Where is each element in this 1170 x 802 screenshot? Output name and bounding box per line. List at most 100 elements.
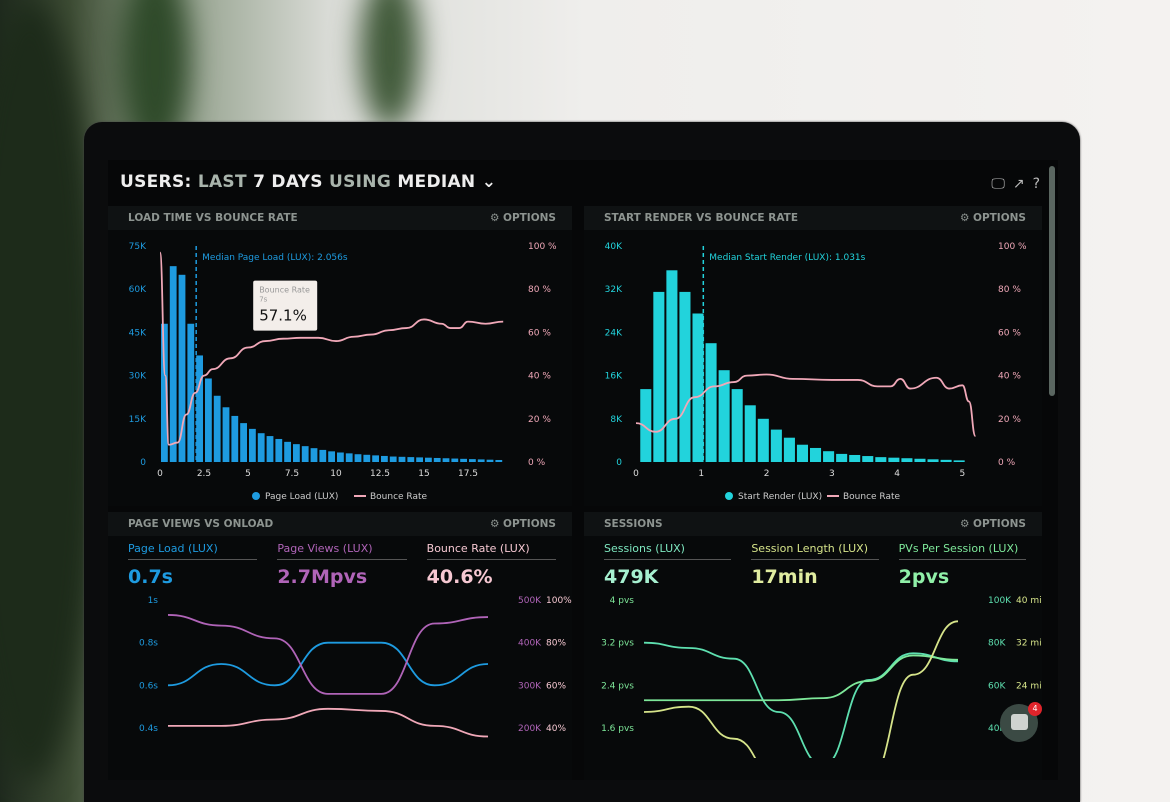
x-tick-label: 17.5 (458, 469, 478, 479)
histogram-bar (187, 323, 195, 462)
histogram-bar (495, 459, 503, 462)
axis-tick-label: 60K (988, 681, 1006, 691)
axis-tick-label: 4 pvs (610, 596, 635, 606)
page-title[interactable]: USERS: LAST 7 DAYS USING MEDIAN ⌄ (120, 172, 497, 192)
dashboard-screen: USERS: LAST 7 DAYS USING MEDIAN ⌄ 🖵 ↗ ? … (108, 160, 1058, 780)
histogram-bar (266, 436, 274, 462)
x-tick-label: 3 (829, 469, 835, 479)
histogram-bar (486, 459, 494, 462)
histogram-bar (398, 456, 406, 462)
histogram-bar (875, 457, 887, 462)
histogram-bar (692, 313, 704, 462)
histogram-bar (372, 455, 379, 462)
axis-tick-label: 0.4s (139, 724, 158, 734)
x-tick-label: 12.5 (370, 469, 390, 479)
histogram-bar (407, 457, 415, 462)
histogram-bar (823, 451, 835, 462)
histogram-bar (927, 459, 939, 462)
axis-tick-label: 60% (546, 681, 566, 691)
histogram-bar (389, 456, 397, 462)
histogram-bar (205, 378, 212, 462)
histogram-bar (796, 444, 808, 462)
options-button[interactable]: ⚙ OPTIONS (489, 212, 556, 224)
histogram-bar (275, 438, 283, 462)
y-tick-label: 8K (610, 415, 623, 425)
histogram-bar (363, 454, 371, 462)
histogram-bar (705, 343, 717, 462)
y-tick-label: 75K (129, 242, 147, 252)
histogram-bar (914, 458, 926, 462)
monitor-icon[interactable]: 🖵 (991, 176, 1005, 192)
y-tick-label: 0 (140, 458, 146, 468)
histogram-bar (888, 457, 900, 462)
help-icon[interactable]: ? (1032, 176, 1040, 192)
scrollbar[interactable] (1049, 166, 1055, 396)
histogram-bar (284, 441, 291, 462)
histogram-bar (442, 458, 450, 462)
chat-icon (1011, 714, 1028, 730)
axis-tick-label: 0.8s (139, 639, 158, 649)
series-line (167, 641, 489, 687)
series-line (644, 654, 959, 702)
histogram-bar (718, 370, 730, 462)
histogram-bar (310, 448, 318, 462)
y2-tick-label: 100 % (998, 242, 1027, 252)
panel-title: LOAD TIME VS BOUNCE RATE (128, 212, 298, 224)
histogram-bar (337, 452, 344, 462)
y2-tick-label: 40 % (998, 372, 1021, 382)
y2-tick-label: 100 % (528, 242, 557, 252)
x-tick-label: 7.5 (285, 469, 299, 479)
histogram-bar (477, 459, 485, 462)
x-tick-label: 0 (633, 469, 639, 479)
series-line (167, 614, 489, 695)
histogram-bar (953, 460, 965, 462)
kpi-session-length: Session Length (LUX) 17min (751, 542, 879, 588)
series-line (168, 707, 489, 738)
share-icon[interactable]: ↗ (1012, 176, 1025, 192)
histogram-bar (222, 407, 230, 462)
y2-tick-label: 40 % (528, 372, 551, 382)
axis-tick-label: 3.2 pvs (601, 639, 634, 649)
axis-tick-label: 40 min (1016, 596, 1042, 606)
histogram-bar (345, 453, 353, 462)
panel-load-time: LOAD TIME VS BOUNCE RATE ⚙ OPTIONS 0 15K 30… (108, 206, 572, 506)
x-tick-label: 0 (157, 469, 163, 479)
y-tick-label: 40K (605, 242, 623, 252)
histogram-bar (425, 457, 432, 462)
y2-tick-label: 80 % (998, 285, 1021, 295)
median-annotation: Median Page Load (LUX): 2.056s (202, 253, 348, 263)
legend-label: Start Render (LUX) (738, 492, 822, 502)
histogram-bar (744, 405, 756, 462)
histogram-bar (849, 454, 861, 462)
axis-tick-label: 100% (546, 596, 572, 606)
legend-label: Bounce Rate (843, 492, 901, 502)
histogram-bar (757, 418, 769, 462)
legend-label: Bounce Rate (370, 492, 428, 502)
histogram-bar (196, 355, 203, 462)
start-render-chart: 0 8K 16K 24K 32K 40K 0 % 20 % 40 % 60 % 80 % 100 % 0… (605, 242, 1027, 502)
load-time-chart: 0 15K 30K 45K 60K 75K 0 % 20 % 40 % 60 % 80 % 100 %… (129, 242, 557, 502)
histogram-bar (679, 291, 691, 462)
histogram-bar (783, 437, 795, 462)
histogram-bar (240, 423, 247, 462)
histogram-bar (257, 433, 265, 462)
options-button[interactable]: ⚙ OPTIONS (959, 518, 1026, 530)
options-button[interactable]: ⚙ OPTIONS (959, 212, 1026, 224)
axis-tick-label: 24 min (1016, 681, 1042, 691)
axis-tick-label: 400K (518, 639, 542, 649)
options-button[interactable]: ⚙ OPTIONS (489, 518, 556, 530)
page-views-chart: 0.4s 0.6s 0.8s 1s 200K 300K 400K 500K 40% 60% 80% 1… (139, 596, 572, 738)
histogram-bar (460, 458, 467, 462)
chevron-down-icon[interactable]: ⌄ (481, 172, 497, 192)
legend-marker (725, 492, 733, 500)
y-tick-label: 15K (129, 415, 147, 425)
axis-tick-label: 100K (988, 596, 1012, 606)
y2-tick-label: 60 % (528, 328, 551, 338)
axis-tick-label: 0.6s (139, 681, 158, 691)
x-tick-label: 5 (245, 469, 251, 479)
panel-page-views: PAGE VIEWS VS ONLOAD ⚙ OPTIONS Page Load … (108, 512, 572, 780)
kpi-pvs-per-session: PVs Per Session (LUX) 2pvs (898, 542, 1026, 588)
kpi-page-views: Page Views (LUX) 2.7Mpvs (277, 542, 407, 588)
axis-tick-label: 80K (988, 639, 1006, 649)
histogram-bar (249, 428, 256, 462)
